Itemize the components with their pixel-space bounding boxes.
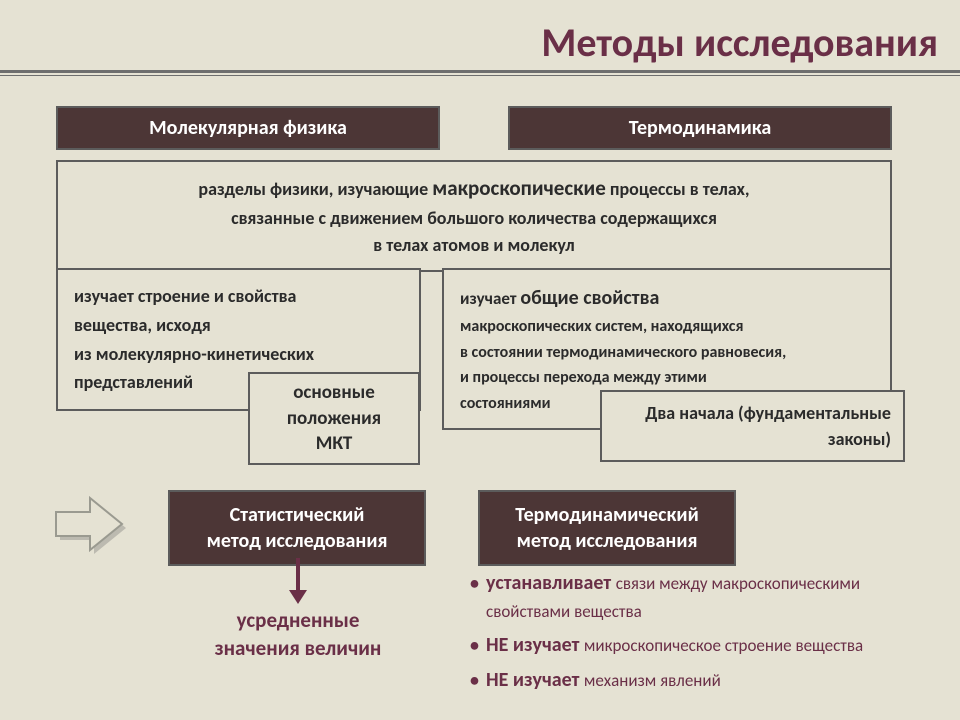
mkt-box: основные положения МКТ xyxy=(248,372,420,465)
definition-line-3: в телах атомов и молекул xyxy=(80,232,868,260)
b2-a: НЕ изучает xyxy=(486,633,584,657)
mkt-l1: основные xyxy=(260,380,408,406)
bullet-dot-icon: • xyxy=(470,632,486,660)
definition-box: разделы физики, изучающие макроскопическ… xyxy=(56,160,892,272)
title-rule-thin xyxy=(0,75,960,76)
header-thermodynamics: Термодинамика xyxy=(508,106,892,150)
meth-r-l2: метод исследования xyxy=(486,528,728,554)
laws-l2: законы) xyxy=(614,426,891,452)
statistical-method-box: Статистический метод исследования xyxy=(168,490,426,566)
tr-l5: состояниями xyxy=(460,394,551,413)
definition-l1c: процессы в телах, xyxy=(610,178,750,200)
bullet-2-text: НЕ изучает микроскопическое строение вещ… xyxy=(486,630,863,661)
meth-r-l1: Термодинамический xyxy=(486,502,728,528)
bullet-3: • НЕ изучает механизм явлений xyxy=(470,665,900,696)
tr-l1b-general-properties: общие свойства xyxy=(520,286,659,310)
b3-a: НЕ изучает xyxy=(486,668,584,692)
two-laws-box: Два начала (фундаментальные законы) xyxy=(600,390,905,462)
arrow-main-shape xyxy=(56,498,122,550)
tr-l4: и процессы перехода между этими xyxy=(460,368,707,387)
tr-l3: в состоянии термодинамического равновеси… xyxy=(460,343,786,362)
ml-l1: изучает строение и свойства xyxy=(74,285,296,307)
slide-root: Методы исследования Молекулярная физика … xyxy=(0,0,960,720)
b3-b: механизм явлений xyxy=(584,670,721,691)
meth-l-l1: Статистический xyxy=(176,502,418,528)
definition-line-2: связанные с движением большого количеств… xyxy=(80,205,868,233)
avg-l1: усредненные xyxy=(150,606,446,634)
arrow-down-head xyxy=(289,590,307,604)
mkt-l3: МКТ xyxy=(260,431,408,457)
laws-l1: Два начала (фундаментальные xyxy=(614,400,891,426)
bullet-dot-icon: • xyxy=(470,570,486,598)
bullet-1-text: устанавливает связи между макроскопическ… xyxy=(486,568,900,626)
bullet-dot-icon: • xyxy=(470,667,486,695)
b2-b: микроскопическое строение вещества xyxy=(584,635,863,656)
tr-line1: изучает общие свойства xyxy=(460,282,874,314)
avg-l2: значения величин xyxy=(150,634,446,662)
thermodynamic-method-box: Термодинамический метод исследования xyxy=(478,490,736,566)
tr-l2: макроскопических систем, находящихся xyxy=(460,317,743,336)
bullet-3-text: НЕ изучает механизм явлений xyxy=(486,665,721,696)
bullet-1: • устанавливает связи между макроскопиче… xyxy=(470,568,900,626)
definition-line-1: разделы физики, изучающие макроскопическ… xyxy=(80,172,868,205)
arrow-down-icon xyxy=(288,558,308,611)
bullet-2: • НЕ изучает микроскопическое строение в… xyxy=(470,630,900,661)
meth-l-l2: метод исследования xyxy=(176,528,418,554)
ml-l4: представлений xyxy=(74,371,193,393)
tr-l1a: изучает xyxy=(460,288,520,309)
thermo-method-bullets: • устанавливает связи между макроскопиче… xyxy=(470,568,900,700)
block-arrow-icon xyxy=(54,494,132,558)
mkt-l2: положения xyxy=(260,406,408,432)
title-rule-thick xyxy=(0,70,960,73)
b1-a: устанавливает xyxy=(486,571,616,595)
header-molecular-physics: Молекулярная физика xyxy=(56,106,440,150)
ml-l2: вещества, исходя xyxy=(74,314,211,336)
averaged-values-text: усредненные значения величин xyxy=(150,606,446,663)
slide-title: Методы исследования xyxy=(541,18,938,67)
ml-l3: из молекулярно-кинетических xyxy=(74,343,314,365)
definition-l1a: разделы физики, изучающие xyxy=(198,178,432,200)
definition-macro-word: макроскопические xyxy=(432,175,606,201)
